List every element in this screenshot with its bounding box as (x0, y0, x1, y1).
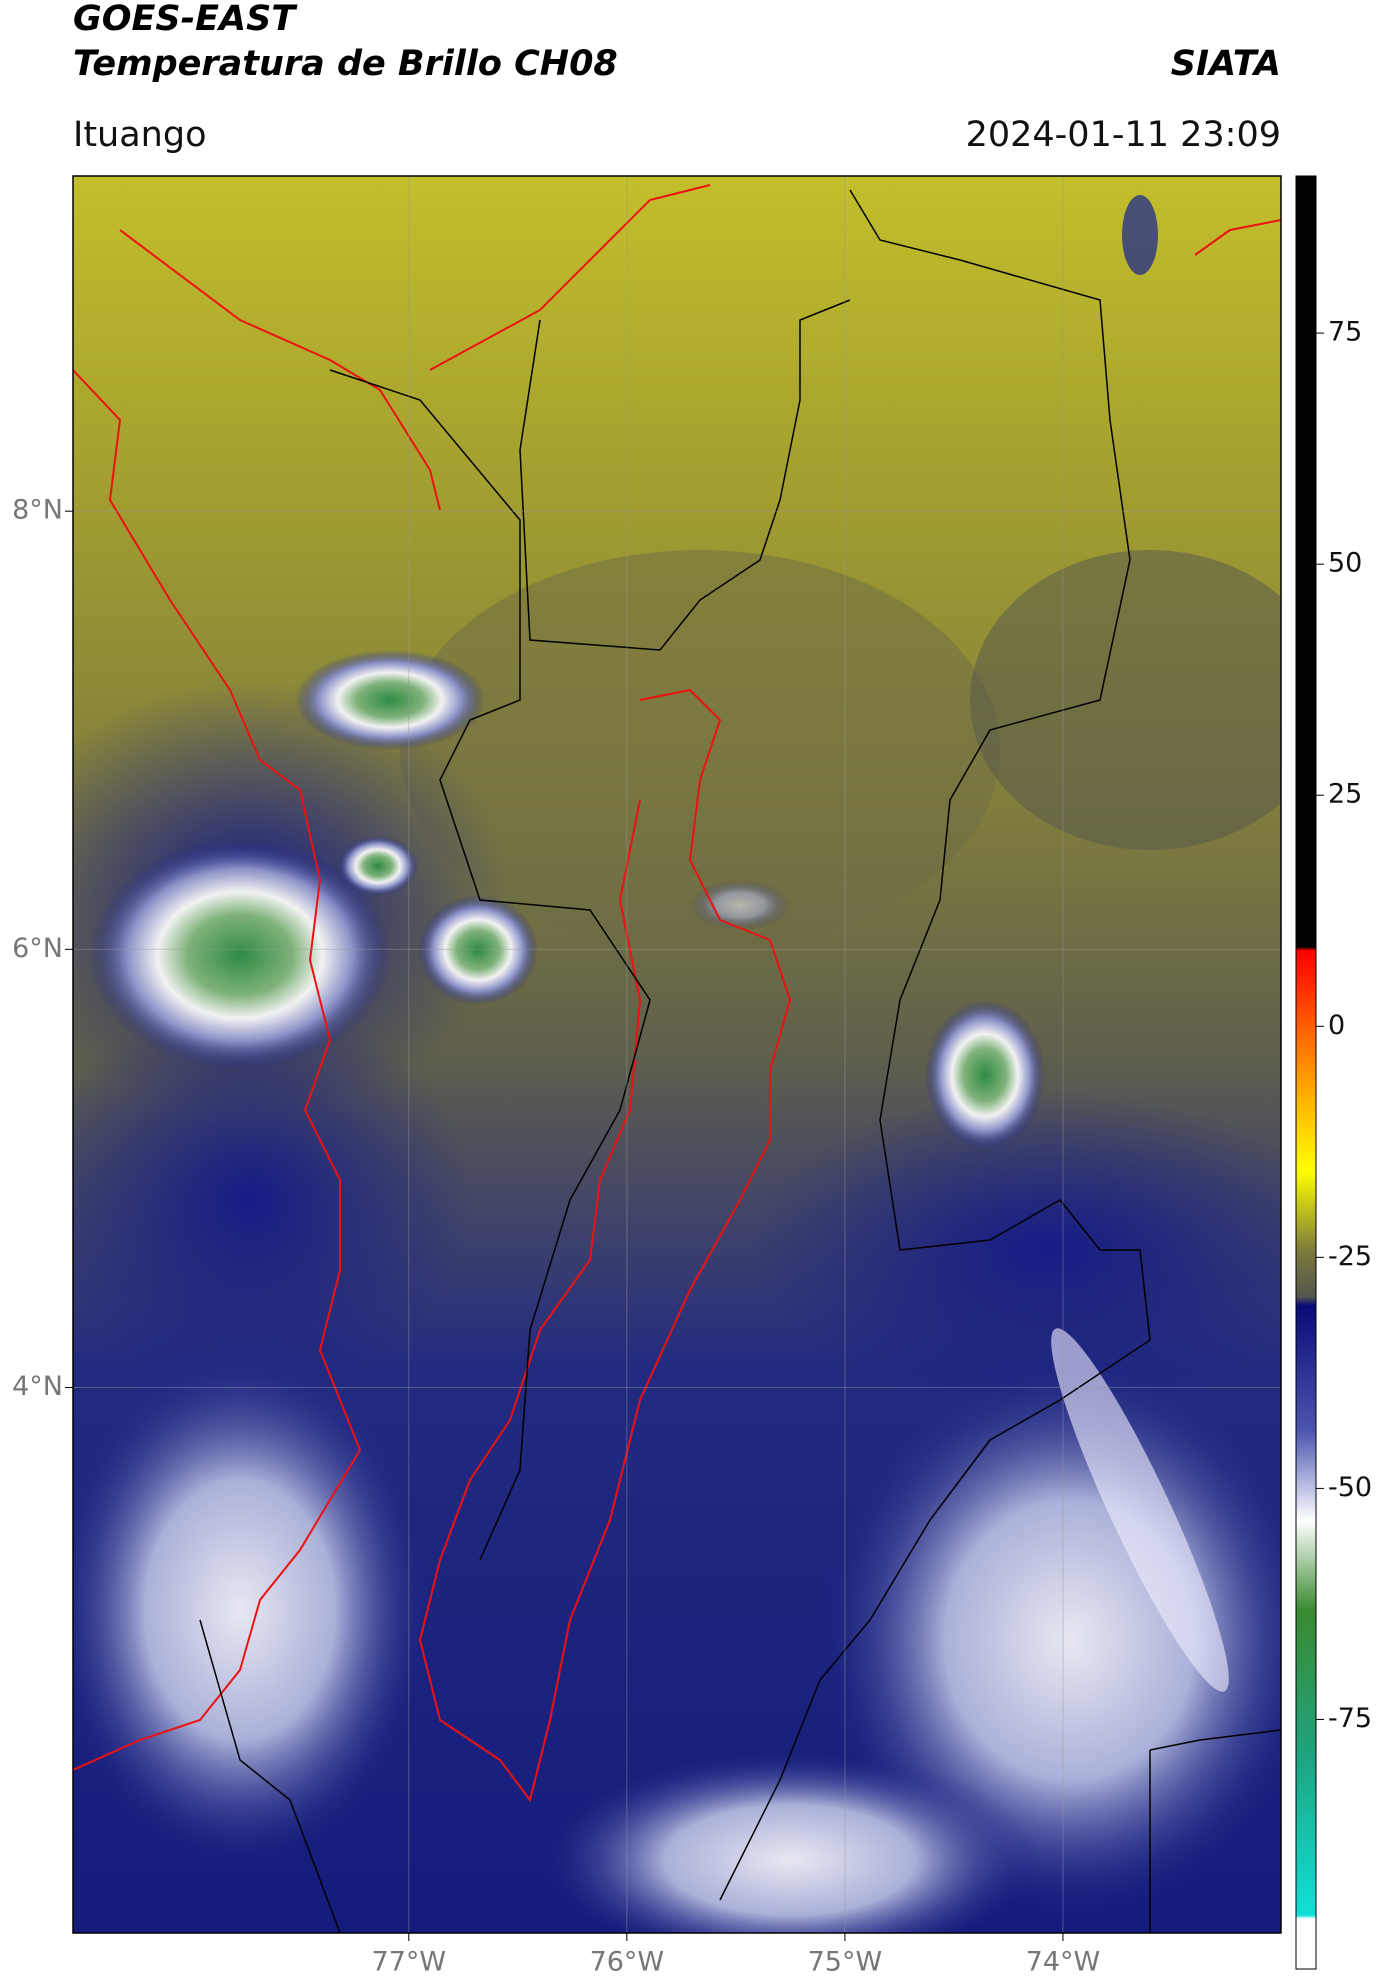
subtitle: Temperatura de Brillo CH08 (73, 44, 618, 84)
colorbar-tick-label: 0 (1328, 1010, 1345, 1041)
colorbar-tick-label: -50 (1328, 1472, 1372, 1503)
colorbar-tick-label: 50 (1328, 548, 1362, 579)
x-tick-label: 75°W (808, 1947, 883, 1978)
datetime: 2024-01-11 23:09 (966, 115, 1281, 155)
y-tick-label: 8°N (12, 495, 63, 526)
y-tick-label: 6°N (12, 933, 63, 964)
location: Ituango (73, 115, 207, 155)
grid (73, 176, 1281, 1933)
colorbar-tick-label: 75 (1328, 317, 1362, 348)
map-frame (72, 175, 1282, 1934)
title: GOES-EAST (73, 0, 298, 39)
map-image (73, 176, 1281, 1933)
x-tick-label: 76°W (590, 1947, 665, 1978)
colorbar-tick-label: -75 (1328, 1703, 1372, 1734)
x-tick-label: 74°W (1026, 1947, 1101, 1978)
y-tick-label: 4°N (12, 1371, 63, 1402)
x-tick-label: 77°W (372, 1947, 447, 1978)
colorbar-tick-label: -25 (1328, 1241, 1372, 1272)
colorbar (1295, 175, 1317, 1970)
organization: SIATA (1171, 44, 1281, 84)
colorbar-tick-label: 25 (1328, 779, 1362, 810)
